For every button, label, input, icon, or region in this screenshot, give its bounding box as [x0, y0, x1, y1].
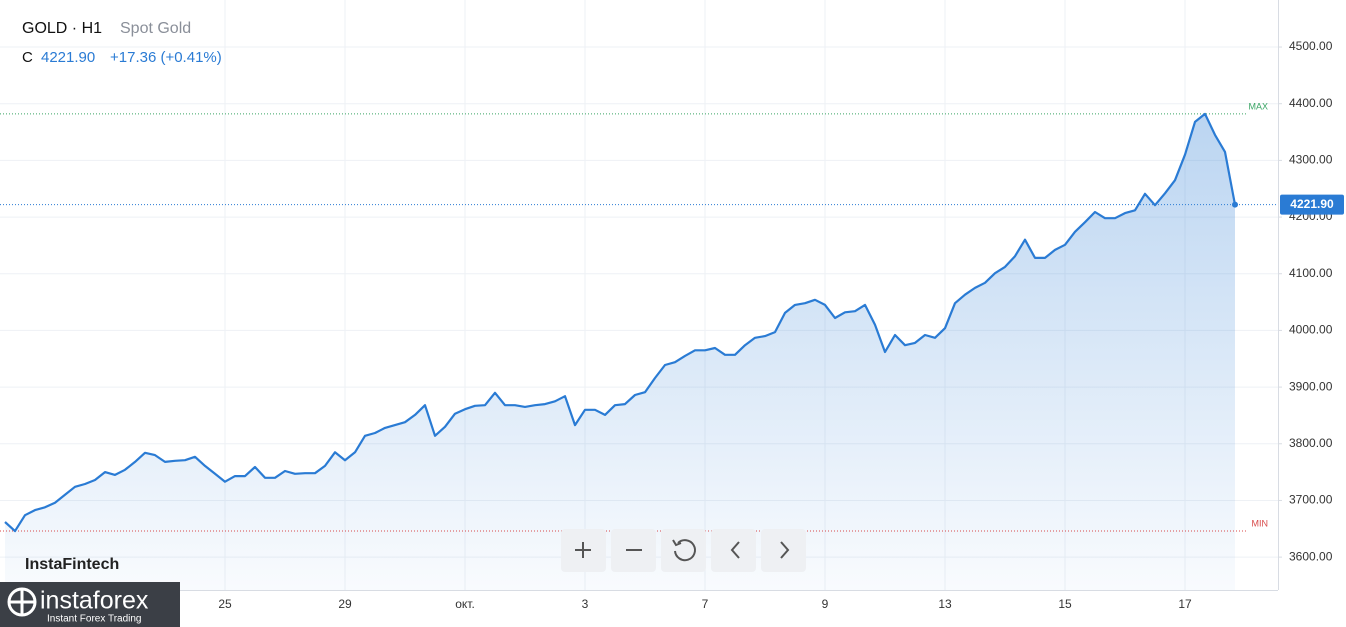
- x-tick-label: 15: [1058, 597, 1072, 611]
- x-tick-label: 3: [582, 597, 589, 611]
- last-point: [1232, 201, 1238, 208]
- y-tick-label: 4100.00: [1289, 266, 1333, 280]
- last-price-tag: [1280, 194, 1344, 215]
- area: [5, 113, 1235, 591]
- last-price-text: 4221.90: [1290, 197, 1334, 211]
- plus-icon: [575, 542, 591, 558]
- x-tick-label: 9: [822, 597, 829, 611]
- quote-change: +17.36 (+0.41%): [110, 49, 222, 66]
- logo-tagline: Instant Forex Trading: [47, 614, 142, 625]
- logo-box: [0, 582, 180, 627]
- y-tick-label: 3800.00: [1289, 436, 1333, 450]
- x-tick-label: 25: [218, 597, 232, 611]
- max-label: MAX: [1248, 101, 1268, 111]
- zoom-controls: [561, 529, 806, 572]
- y-tick-label: 4400.00: [1289, 96, 1333, 110]
- y-tick-label: 3900.00: [1289, 379, 1333, 393]
- price-line: [4, 112, 1237, 533]
- reset-button[interactable]: [661, 529, 706, 572]
- y-tick-label: 4000.00: [1289, 323, 1333, 337]
- min-label: MIN: [1252, 518, 1269, 528]
- y-tick-label: 4500.00: [1289, 39, 1333, 53]
- right-icon: [780, 541, 790, 559]
- quote-close: 4221.90: [41, 49, 95, 66]
- symbol: GOLD · H1: [22, 20, 102, 37]
- reset-icon: [672, 539, 696, 562]
- x-tick-label: 29: [338, 597, 352, 611]
- scroll-right-button[interactable]: [761, 529, 806, 572]
- y-tick-label: 3600.00: [1289, 549, 1333, 563]
- logo: instaforex Instant Forex Trading: [0, 582, 180, 627]
- logo-icon: [10, 590, 34, 614]
- x-tick-label: 7: [702, 597, 709, 611]
- instrument-name: Spot Gold: [120, 20, 191, 37]
- x-tick-label: 13: [938, 597, 952, 611]
- left-icon: [730, 541, 740, 559]
- y-tick-label: 3700.00: [1289, 493, 1333, 507]
- logo-icon: [7, 587, 37, 617]
- x-tick-label: окт.: [455, 597, 475, 611]
- y-tick-label: 4300.00: [1289, 153, 1333, 167]
- watermark: InstaFintech: [25, 556, 119, 573]
- quote-label: C: [22, 49, 33, 66]
- x-tick-label: 17: [1178, 597, 1192, 611]
- logo-text: instaforex: [40, 587, 149, 615]
